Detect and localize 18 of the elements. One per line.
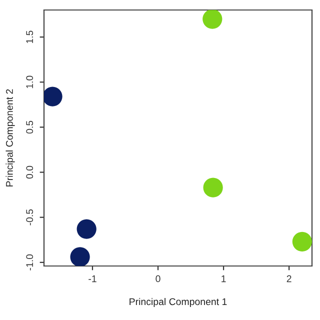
- point: [70, 247, 90, 266]
- point: [203, 178, 223, 198]
- point: [76, 219, 96, 239]
- point: [292, 232, 312, 252]
- y-tick-label: -0.5: [26, 209, 34, 226]
- y-tick-label: 1.0: [26, 76, 34, 88]
- y-tick-label: 0.5: [26, 120, 34, 134]
- point: [202, 10, 222, 29]
- x-tick-label: 1: [222, 275, 226, 282]
- x-tick-label: 2: [286, 275, 292, 282]
- x-axis-title: Principal Component 1: [130, 298, 227, 308]
- y-tick-label: -1.0: [26, 254, 34, 270]
- x-tick-label: 0: [156, 275, 160, 282]
- y-axis-title: Principal Component 2: [6, 89, 15, 186]
- y-tick-label: 0.0: [26, 166, 34, 179]
- x-tick-label: -1: [88, 275, 96, 282]
- point: [44, 86, 62, 106]
- y-tick-label: 1.5: [26, 30, 34, 44]
